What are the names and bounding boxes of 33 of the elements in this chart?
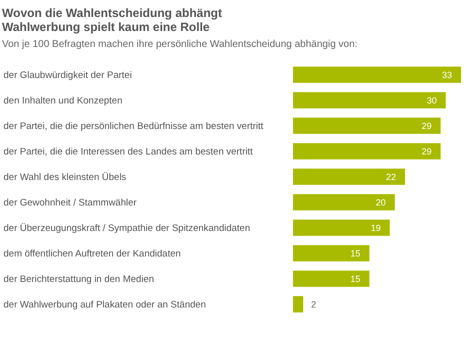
data-label: 20 bbox=[376, 197, 386, 208]
bar bbox=[293, 118, 441, 134]
data-label: 19 bbox=[370, 222, 381, 233]
bar bbox=[293, 270, 370, 287]
data-label: 29 bbox=[422, 120, 432, 131]
text: Wahlwerbung spielt kaum eine Rolle bbox=[2, 20, 210, 34]
data-label: 22 bbox=[386, 172, 396, 182]
bar bbox=[293, 92, 446, 108]
y-tick-label: der Glaubwürdigkeit der Partei bbox=[4, 70, 132, 81]
y-tick-label: der Wahlwerbung auf Plakaten oder an Ständen bbox=[4, 299, 206, 310]
bar bbox=[293, 143, 441, 160]
y-tick-label: der Partei, die die persönlichen Bedürfnisse am besten vertritt bbox=[4, 120, 264, 132]
y-tick-label: den Inhalten und Konzepten bbox=[4, 95, 122, 106]
text: Von je 100 Befragten machen ihre persönliche Wahlentscheidung abhängig von: bbox=[2, 39, 358, 50]
y-tick-label: der Berichterstattung in den Medien bbox=[4, 274, 154, 285]
data-label: 2 bbox=[311, 299, 316, 310]
data-label: 33 bbox=[442, 70, 452, 80]
y-tick-label: der Partei, die die Interessen des Landes am besten vertritt bbox=[4, 146, 254, 158]
y-tick-label: dem öffentlichen Auftreten der Kandidaten bbox=[4, 248, 181, 260]
y-tick-label: der Überzeugungskraft / Sympathie der Spitzenkandidaten bbox=[4, 222, 250, 234]
bar bbox=[293, 168, 405, 185]
data-label: 30 bbox=[426, 95, 437, 106]
bar bbox=[293, 66, 461, 83]
y-tick-label: der Wahl des kleinsten Übels bbox=[4, 172, 126, 183]
data-label: 15 bbox=[350, 274, 360, 284]
y-tick-label: der Gewohnheit / Stammwähler bbox=[4, 197, 137, 208]
data-label: 29 bbox=[422, 146, 432, 156]
text: Wovon die Wahlentscheidung abhängt bbox=[2, 6, 222, 20]
data-label: 15 bbox=[350, 248, 360, 258]
bar bbox=[293, 245, 370, 262]
bar bbox=[293, 220, 390, 236]
bar bbox=[293, 296, 304, 312]
bar bbox=[293, 194, 395, 210]
